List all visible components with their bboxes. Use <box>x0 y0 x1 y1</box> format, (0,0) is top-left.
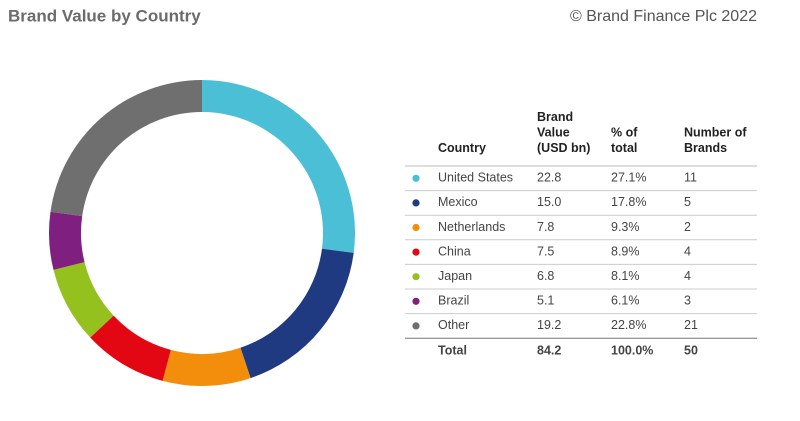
country-cell: United States <box>438 171 513 185</box>
total-cell: 100.0% <box>611 343 653 357</box>
country-cell: China <box>438 244 471 258</box>
donut-segment <box>162 347 251 387</box>
donut-segment <box>53 262 114 338</box>
donut-segment <box>49 211 85 270</box>
brand-value-cell: 5.1 <box>537 294 554 308</box>
legend-marker <box>412 174 420 182</box>
brand-value-cell: 7.8 <box>537 220 554 234</box>
donut-segment <box>50 80 202 217</box>
percent-cell: 22.8% <box>611 318 646 332</box>
legend-marker <box>412 297 420 305</box>
brand-count-cell: 5 <box>684 195 691 209</box>
brand-count-cell: 21 <box>684 318 698 332</box>
country-cell: Japan <box>438 269 472 283</box>
brand-count-cell: 4 <box>684 269 691 283</box>
legend-marker <box>412 199 420 207</box>
total-cell: 84.2 <box>537 343 561 357</box>
percent-cell: 6.1% <box>611 294 640 308</box>
total-cell: 50 <box>684 343 698 357</box>
brand-count-cell: 11 <box>684 171 697 185</box>
brand-count-cell: 4 <box>684 244 691 258</box>
source-note: © Brand Finance Plc 2022 <box>570 8 757 25</box>
country-cell: Netherlands <box>438 220 505 234</box>
donut-segment <box>90 315 171 381</box>
legend-marker <box>412 248 420 256</box>
brand-value-cell: 19.2 <box>537 318 561 332</box>
percent-cell: 17.8% <box>611 195 646 209</box>
brand-value-cell: 6.8 <box>537 269 554 283</box>
brand-value-cell: 22.8 <box>537 171 561 185</box>
table-header: Number of Brands <box>684 126 747 156</box>
legend-marker <box>412 223 420 232</box>
table-header: Country <box>438 141 486 155</box>
table-header: % of total <box>611 126 638 156</box>
total-cell: Total <box>438 343 467 357</box>
brand-value-cell: 7.5 <box>537 244 554 258</box>
percent-cell: 9.3% <box>611 220 640 234</box>
percent-cell: 8.1% <box>611 269 640 283</box>
legend-marker <box>412 273 420 281</box>
chart-title: Brand Value by Country <box>8 6 201 25</box>
country-cell: Mexico <box>438 195 478 209</box>
country-cell: Other <box>438 318 469 332</box>
brand-count-cell: 3 <box>684 294 691 308</box>
brand-count-cell: 2 <box>684 220 691 234</box>
country-cell: Brazil <box>438 294 469 308</box>
brand-value-cell: 15.0 <box>537 195 561 209</box>
percent-cell: 8.9% <box>611 244 640 258</box>
donut-segment <box>202 80 355 253</box>
donut-segment <box>240 248 354 379</box>
legend-marker <box>412 322 420 330</box>
table-header: Brand Value (USD bn) <box>537 110 590 155</box>
percent-cell: 27.1% <box>611 171 646 185</box>
